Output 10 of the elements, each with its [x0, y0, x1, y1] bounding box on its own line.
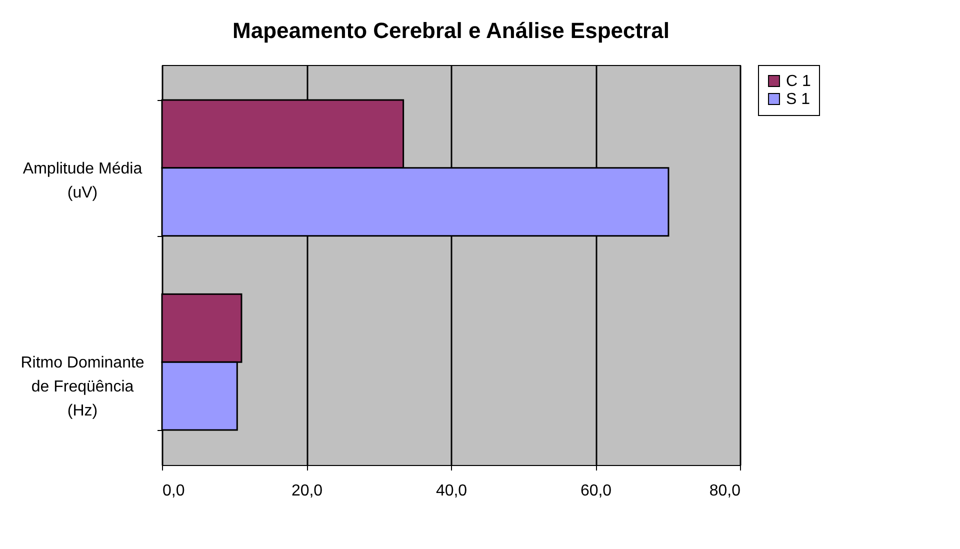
x-tick-label: 60,0: [580, 482, 612, 500]
x-tick-label: 80,0: [709, 482, 741, 500]
x-tick-label: 0,0: [162, 482, 185, 500]
x-tick-label: 20,0: [291, 482, 323, 500]
chart-title: Mapeamento Cerebral e Análise Espectral: [232, 18, 670, 43]
y-tick-label: Ritmo Dominante de Freqüência (Hz): [20, 354, 144, 420]
y-tick-label: Amplitude Média (uV): [22, 160, 142, 202]
x-tick-label: 40,0: [436, 482, 468, 500]
legend-label: S 1: [786, 91, 810, 108]
legend-label: C 1: [786, 73, 811, 90]
